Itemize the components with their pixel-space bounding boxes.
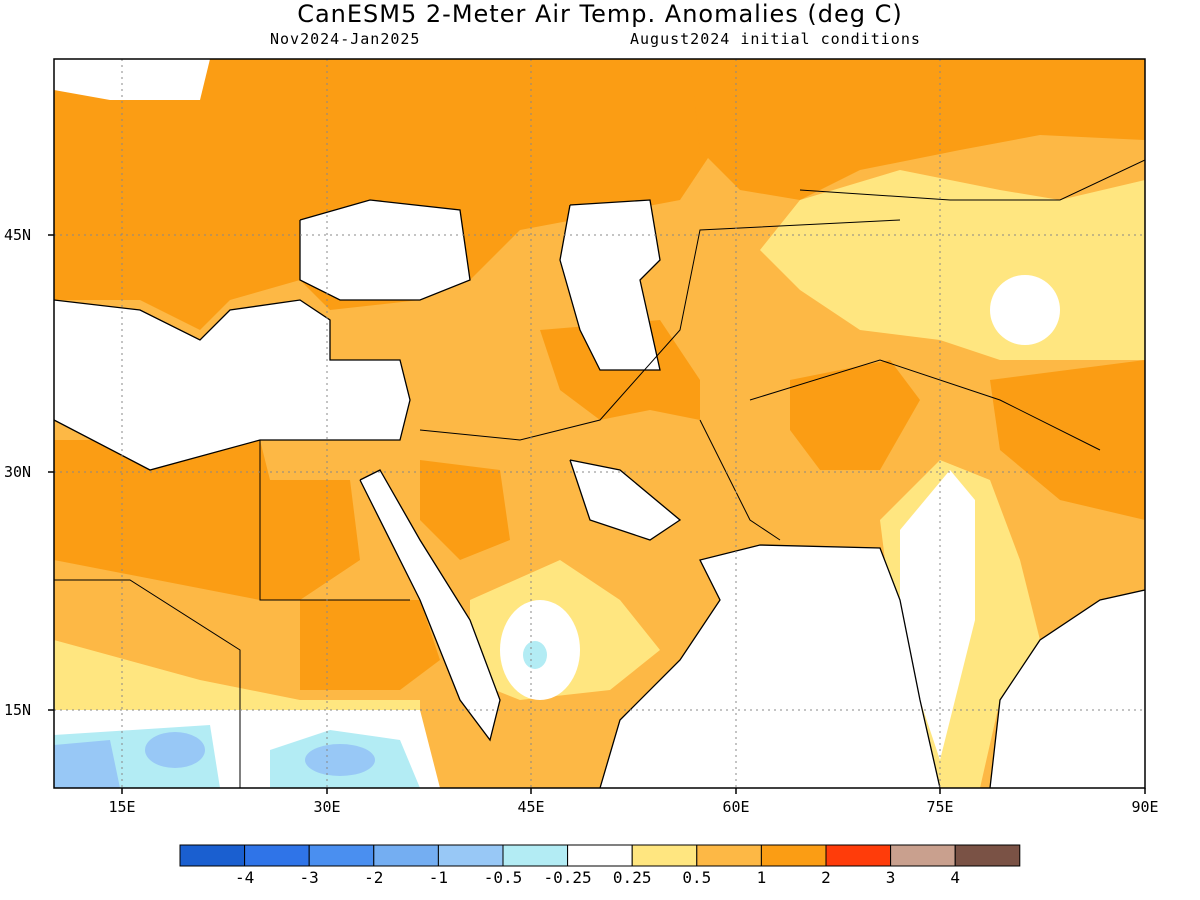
colorbar-swatch bbox=[244, 844, 310, 867]
arabia-cool-spot bbox=[523, 641, 547, 669]
sahel-light-region bbox=[54, 640, 420, 720]
lon-tick-75e: 75E bbox=[926, 798, 954, 816]
colorbar-swatch bbox=[179, 844, 246, 867]
colorbar-label: -4 bbox=[234, 868, 255, 887]
country-border bbox=[419, 219, 901, 441]
caspian-sea bbox=[560, 200, 660, 370]
coastline bbox=[559, 199, 661, 371]
colorbar-swatch bbox=[825, 844, 892, 867]
coastline bbox=[299, 199, 471, 301]
persian-gulf bbox=[570, 460, 680, 540]
colorbar-label: -0.5 bbox=[483, 868, 523, 887]
colorbar-swatch bbox=[760, 844, 827, 867]
colorbar-label: -2 bbox=[364, 868, 384, 887]
colorbar-label: 3 bbox=[885, 868, 896, 887]
country-border bbox=[699, 419, 781, 541]
colorbar-label: -1 bbox=[428, 868, 449, 887]
colorbar-swatch bbox=[696, 844, 762, 867]
axis-ticks bbox=[48, 234, 1146, 794]
lat-tick-15n: 15N bbox=[4, 701, 32, 719]
colorbar-swatch bbox=[308, 844, 375, 867]
western-china-neutral-region bbox=[990, 275, 1060, 345]
coastline bbox=[599, 544, 941, 788]
lon-tick-15e: 15E bbox=[108, 798, 136, 816]
colorbar-label: 2 bbox=[821, 868, 831, 887]
lon-tick-45e: 45E bbox=[517, 798, 545, 816]
lon-tick-30e: 30E bbox=[313, 798, 341, 816]
anomaly-field bbox=[54, 59, 1145, 788]
country-border bbox=[799, 159, 1145, 201]
sudan-warm-region bbox=[300, 600, 440, 690]
black-sea bbox=[300, 200, 470, 300]
colorbar-swatch bbox=[502, 844, 569, 867]
map-title: CanESM5 2-Meter Air Temp. Anomalies (deg… bbox=[297, 0, 903, 28]
coastline bbox=[359, 469, 501, 742]
colorbar-swatch bbox=[631, 844, 698, 867]
russia-warm-region bbox=[690, 59, 1145, 200]
colorbar-label: 0.25 bbox=[612, 868, 652, 887]
sahara-warm-region bbox=[54, 440, 360, 600]
country-border bbox=[259, 440, 410, 601]
afghanistan-warm-region bbox=[790, 360, 920, 470]
europe-warm-region bbox=[54, 59, 720, 330]
sudan-cool-spot bbox=[305, 744, 375, 776]
colorbar-swatch bbox=[890, 844, 956, 867]
colorbar-swatch bbox=[373, 844, 439, 867]
colorbar-swatch bbox=[567, 844, 633, 867]
arabia-warm-region bbox=[420, 460, 510, 560]
sahel-cool-region-mid bbox=[54, 740, 120, 788]
initial-conditions: August2024 initial conditions bbox=[630, 30, 921, 48]
gridlines bbox=[54, 59, 1145, 788]
red-sea bbox=[360, 470, 500, 740]
lat-tick-30n: 30N bbox=[4, 463, 32, 481]
india-neutral-region bbox=[900, 470, 975, 760]
colorbar bbox=[179, 844, 1021, 867]
bay-of-bengal bbox=[990, 590, 1145, 788]
lat-tick-45n: 45N bbox=[4, 226, 32, 244]
coastline bbox=[569, 459, 682, 541]
arctic-coast bbox=[54, 59, 210, 100]
mediterranean-sea bbox=[54, 300, 410, 470]
lon-tick-90e: 90E bbox=[1131, 798, 1159, 816]
country-border bbox=[54, 579, 241, 788]
country-border bbox=[749, 359, 1101, 451]
colorbar-label: 4 bbox=[950, 868, 960, 887]
lon-tick-60e: 60E bbox=[722, 798, 750, 816]
colorbar-label: 1 bbox=[756, 868, 767, 887]
colorbar-label: -0.25 bbox=[543, 868, 592, 887]
coastline bbox=[989, 589, 1145, 788]
colorbar-label: 0.5 bbox=[682, 868, 712, 887]
colorbar-swatch bbox=[437, 844, 504, 867]
chad-cool-spot bbox=[145, 732, 205, 768]
colorbar-label: -3 bbox=[299, 868, 319, 887]
himalaya-warm-region bbox=[990, 360, 1145, 520]
arabian-sea bbox=[600, 545, 940, 788]
map-frame bbox=[53, 58, 1146, 789]
colorbar-swatch bbox=[954, 844, 1021, 867]
forecast-period: Nov2024-Jan2025 bbox=[270, 30, 421, 48]
